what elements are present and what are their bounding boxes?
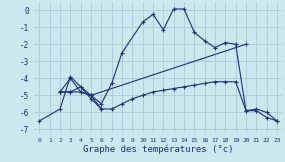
X-axis label: Graphe des températures (°c): Graphe des températures (°c) xyxy=(83,144,233,154)
